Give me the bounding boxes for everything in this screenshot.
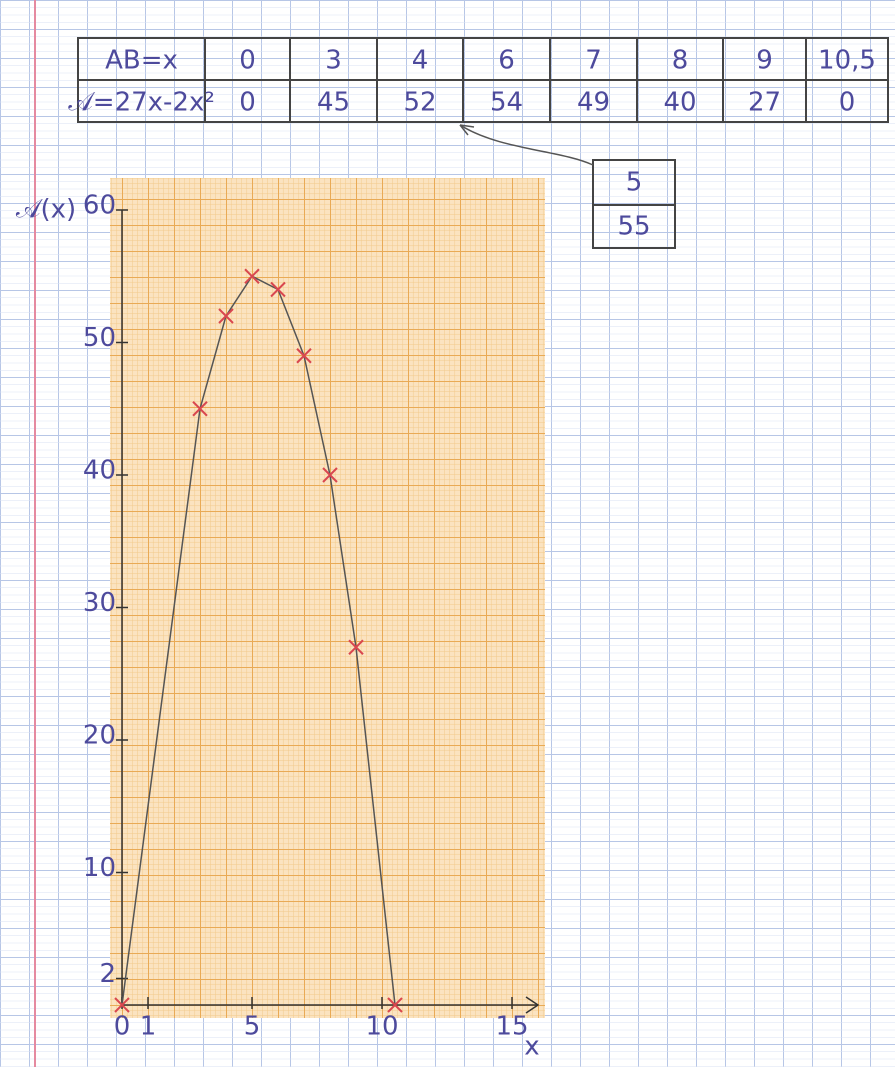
side-box-value: 55 — [617, 212, 650, 242]
table-cell: 10,5 — [818, 46, 876, 76]
table-cell: 40 — [663, 88, 696, 118]
table-cell: 𝒜=27x-2x² — [68, 88, 215, 118]
table-cell: 9 — [756, 46, 773, 76]
y-tick-label: 60 — [83, 191, 116, 221]
table-cell: 0 — [239, 46, 256, 76]
table-cell: 27 — [748, 88, 781, 118]
y-tick-label: 10 — [83, 853, 116, 883]
y-tick-label: 20 — [83, 721, 116, 751]
y-tick-label: 2 — [99, 959, 116, 989]
table-cell: 52 — [403, 88, 436, 118]
x-tick-label: 5 — [244, 1012, 261, 1042]
y-tick-label: 30 — [83, 588, 116, 618]
x-tick-label: 10 — [365, 1012, 398, 1042]
x-tick-label: 0 — [114, 1012, 131, 1042]
table-cell: 3 — [325, 46, 342, 76]
table-cell: 45 — [317, 88, 350, 118]
table-cell: 4 — [412, 46, 429, 76]
table-cell: 0 — [239, 88, 256, 118]
y-tick-label: 40 — [83, 456, 116, 486]
y-tick-label: 50 — [83, 323, 116, 353]
page: AB=x034678910,5𝒜=27x-2x²04552544940270 5… — [0, 0, 895, 1067]
x-tick-label: 1 — [140, 1012, 157, 1042]
side-box-value: 5 — [626, 168, 643, 198]
y-axis-label: 𝒜(x) — [16, 195, 76, 225]
table-cell: 6 — [498, 46, 515, 76]
x-axis-label: x — [524, 1032, 539, 1062]
table-cell: 49 — [577, 88, 610, 118]
table-cell: 0 — [839, 88, 856, 118]
table-cell: AB=x — [105, 46, 178, 76]
table-cell: 8 — [672, 46, 689, 76]
table-cell: 7 — [585, 46, 602, 76]
table-cell: 54 — [490, 88, 523, 118]
